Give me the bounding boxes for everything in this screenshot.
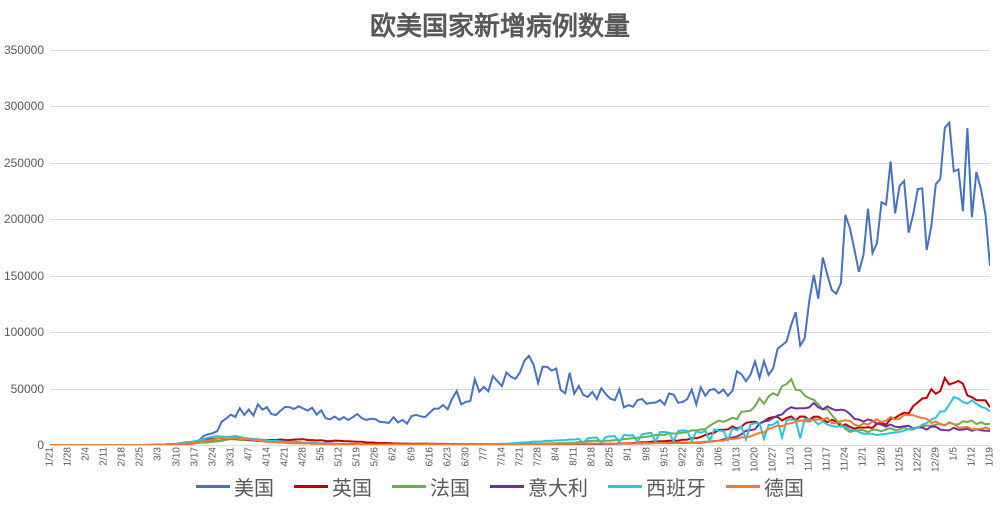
x-tick-label: 6/30 — [460, 447, 471, 466]
x-tick-label: 12/29 — [930, 447, 941, 472]
legend-swatch — [294, 485, 328, 488]
x-tick-label: 5/19 — [352, 447, 363, 466]
x-tick-label: 1/12 — [966, 447, 977, 466]
x-tick-label: 3/24 — [207, 447, 218, 466]
x-tick-label: 5/5 — [316, 447, 327, 461]
legend-label: 德国 — [764, 472, 804, 501]
x-tick-label: 12/15 — [894, 447, 905, 472]
x-tick-label: 1/19 — [985, 447, 996, 466]
x-tick-label: 8/11 — [569, 447, 580, 466]
x-tick-label: 12/1 — [858, 447, 869, 466]
legend-swatch — [196, 485, 230, 488]
y-tick-label: 200000 — [4, 212, 44, 226]
legend-swatch — [608, 485, 642, 488]
x-tick-label: 4/28 — [298, 447, 309, 466]
x-tick-label: 2/25 — [135, 447, 146, 466]
x-tick-label: 9/22 — [677, 447, 688, 466]
x-tick-label: 11/17 — [822, 447, 833, 471]
y-tick-label: 300000 — [4, 99, 44, 113]
y-tick-label: 100000 — [4, 325, 44, 339]
legend-label: 英国 — [332, 472, 372, 501]
x-tick-label: 12/8 — [876, 447, 887, 466]
x-tick-label: 7/7 — [478, 447, 489, 461]
y-tick-label: 0 — [37, 438, 44, 452]
x-tick-label: 11/3 — [786, 447, 797, 466]
legend-item: 德国 — [726, 472, 804, 501]
legend-item: 美国 — [196, 472, 274, 501]
x-tick-label: 9/8 — [641, 447, 652, 461]
line-chart: 欧美国家新增病例数量 0 50000 100000 150000 200000 25000… — [0, 0, 1000, 505]
x-tick-label: 3/3 — [153, 447, 164, 461]
x-tick-label: 11/24 — [840, 447, 851, 471]
x-tick-label: 6/2 — [388, 447, 399, 461]
x-tick-label: 8/18 — [587, 447, 598, 466]
x-tick-label: 5/12 — [334, 447, 345, 466]
x-tick-label: 3/17 — [189, 447, 200, 466]
series-lines — [50, 50, 990, 445]
legend-item: 意大利 — [490, 472, 588, 501]
x-tick-label: 10/27 — [768, 447, 779, 472]
x-tick-label: 3/31 — [225, 447, 236, 466]
x-tick-label: 4/21 — [280, 447, 291, 466]
x-tick-label: 8/25 — [605, 447, 616, 466]
x-tick-label: 10/6 — [713, 447, 724, 466]
chart-title: 欧美国家新增病例数量 — [0, 0, 1000, 43]
x-tick-label: 6/9 — [406, 447, 417, 461]
x-tick-label: 9/1 — [623, 447, 634, 461]
x-tick-label: 12/22 — [912, 447, 923, 472]
series-美国 — [50, 123, 990, 445]
x-tick-label: 4/14 — [261, 447, 272, 466]
legend-item: 西班牙 — [608, 472, 706, 501]
legend-label: 西班牙 — [646, 472, 706, 501]
x-tick-label: 3/10 — [171, 447, 182, 466]
series-英国 — [50, 378, 990, 445]
plot-area — [50, 50, 990, 445]
x-tick-label: 2/11 — [99, 447, 110, 466]
legend-swatch — [392, 485, 426, 488]
x-tick-label: 11/10 — [804, 447, 815, 471]
legend-label: 美国 — [234, 472, 274, 501]
x-tick-label: 4/7 — [243, 447, 254, 461]
x-tick-label: 2/4 — [81, 447, 92, 461]
x-tick-label: 1/5 — [948, 447, 959, 461]
x-tick-label: 2/18 — [117, 447, 128, 466]
y-tick-label: 250000 — [4, 156, 44, 170]
x-tick-label: 7/21 — [515, 447, 526, 466]
y-tick-label: 350000 — [4, 43, 44, 57]
legend-item: 法国 — [392, 472, 470, 501]
x-tick-label: 10/20 — [750, 447, 761, 472]
y-axis: 0500001000001500002000002500003000003500… — [0, 50, 48, 445]
legend-item: 英国 — [294, 472, 372, 501]
legend-label: 意大利 — [528, 472, 588, 501]
x-tick-label: 1/28 — [63, 447, 74, 466]
x-tick-label: 10/13 — [731, 447, 742, 472]
y-tick-label: 150000 — [4, 269, 44, 283]
x-tick-label: 6/23 — [442, 447, 453, 466]
x-tick-label: 8/4 — [551, 447, 562, 461]
x-tick-label: 6/16 — [424, 447, 435, 466]
y-tick-label: 50000 — [11, 382, 44, 396]
x-tick-label: 9/29 — [695, 447, 706, 466]
legend-swatch — [490, 485, 524, 488]
x-tick-label: 1/21 — [45, 447, 56, 466]
x-tick-label: 7/28 — [533, 447, 544, 466]
legend: 美国 英国 法国 意大利 西班牙 德国 — [0, 471, 1000, 501]
x-tick-label: 7/14 — [496, 447, 507, 466]
x-tick-label: 5/26 — [370, 447, 381, 466]
x-tick-label: 9/15 — [659, 447, 670, 466]
series-意大利 — [50, 403, 990, 445]
legend-label: 法国 — [430, 472, 470, 501]
legend-swatch — [726, 485, 760, 488]
